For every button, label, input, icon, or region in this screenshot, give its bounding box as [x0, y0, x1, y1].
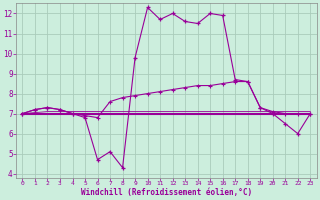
X-axis label: Windchill (Refroidissement éolien,°C): Windchill (Refroidissement éolien,°C): [81, 188, 252, 197]
